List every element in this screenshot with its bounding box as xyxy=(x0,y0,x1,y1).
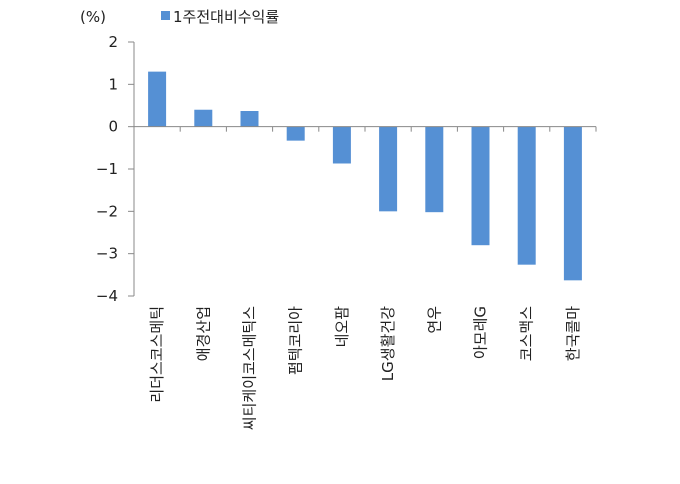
x-axis xyxy=(133,126,597,132)
legend-label: 1주전대비수익률 xyxy=(173,8,279,26)
bar xyxy=(425,126,444,213)
bar xyxy=(240,111,259,127)
x-tick-label: 씨티케이코스메틱스 xyxy=(241,306,259,430)
bars xyxy=(148,71,582,281)
bar xyxy=(286,126,305,141)
x-tick-label: 연우 xyxy=(425,306,443,334)
bar xyxy=(332,126,351,164)
y-tick-label: 1 xyxy=(108,75,118,93)
x-tick-label: 한국콜마 xyxy=(564,306,582,361)
x-tick-label: 네오팜 xyxy=(333,306,351,348)
y-tick-label: 2 xyxy=(108,33,118,51)
x-tick-label: 아모레G xyxy=(472,306,490,359)
bar xyxy=(517,126,536,265)
bar xyxy=(563,126,582,281)
x-tick-label: 펌텍코리아 xyxy=(287,306,305,375)
y-tick-label: −3 xyxy=(96,245,118,263)
bar xyxy=(471,126,490,246)
y-unit-label: (%) xyxy=(80,8,106,26)
x-tick-label: 리더스코스메틱 xyxy=(148,306,166,403)
y-tick-label: −2 xyxy=(96,202,118,220)
category-labels: 리더스코스메틱 애경산업 씨티케이코스메틱스 펌텍코리아 네오팜 LG생활건강 연우 아모레G… xyxy=(148,306,582,430)
y-axis: 2 1 0 −1 −2 −3 −4 xyxy=(96,33,135,305)
y-tick-label: −4 xyxy=(96,287,118,305)
y-tick-label: −1 xyxy=(96,160,118,178)
x-tick-label: 애경산업 xyxy=(194,306,212,361)
bar xyxy=(379,126,398,212)
bar xyxy=(194,109,213,127)
bar xyxy=(148,71,167,127)
x-tick-label: LG생활건강 xyxy=(379,306,397,381)
x-tick-label: 코스맥스 xyxy=(518,306,536,361)
legend: 1주전대비수익률 xyxy=(161,8,279,26)
y-tick-label: 0 xyxy=(108,118,118,136)
legend-swatch xyxy=(161,11,170,20)
